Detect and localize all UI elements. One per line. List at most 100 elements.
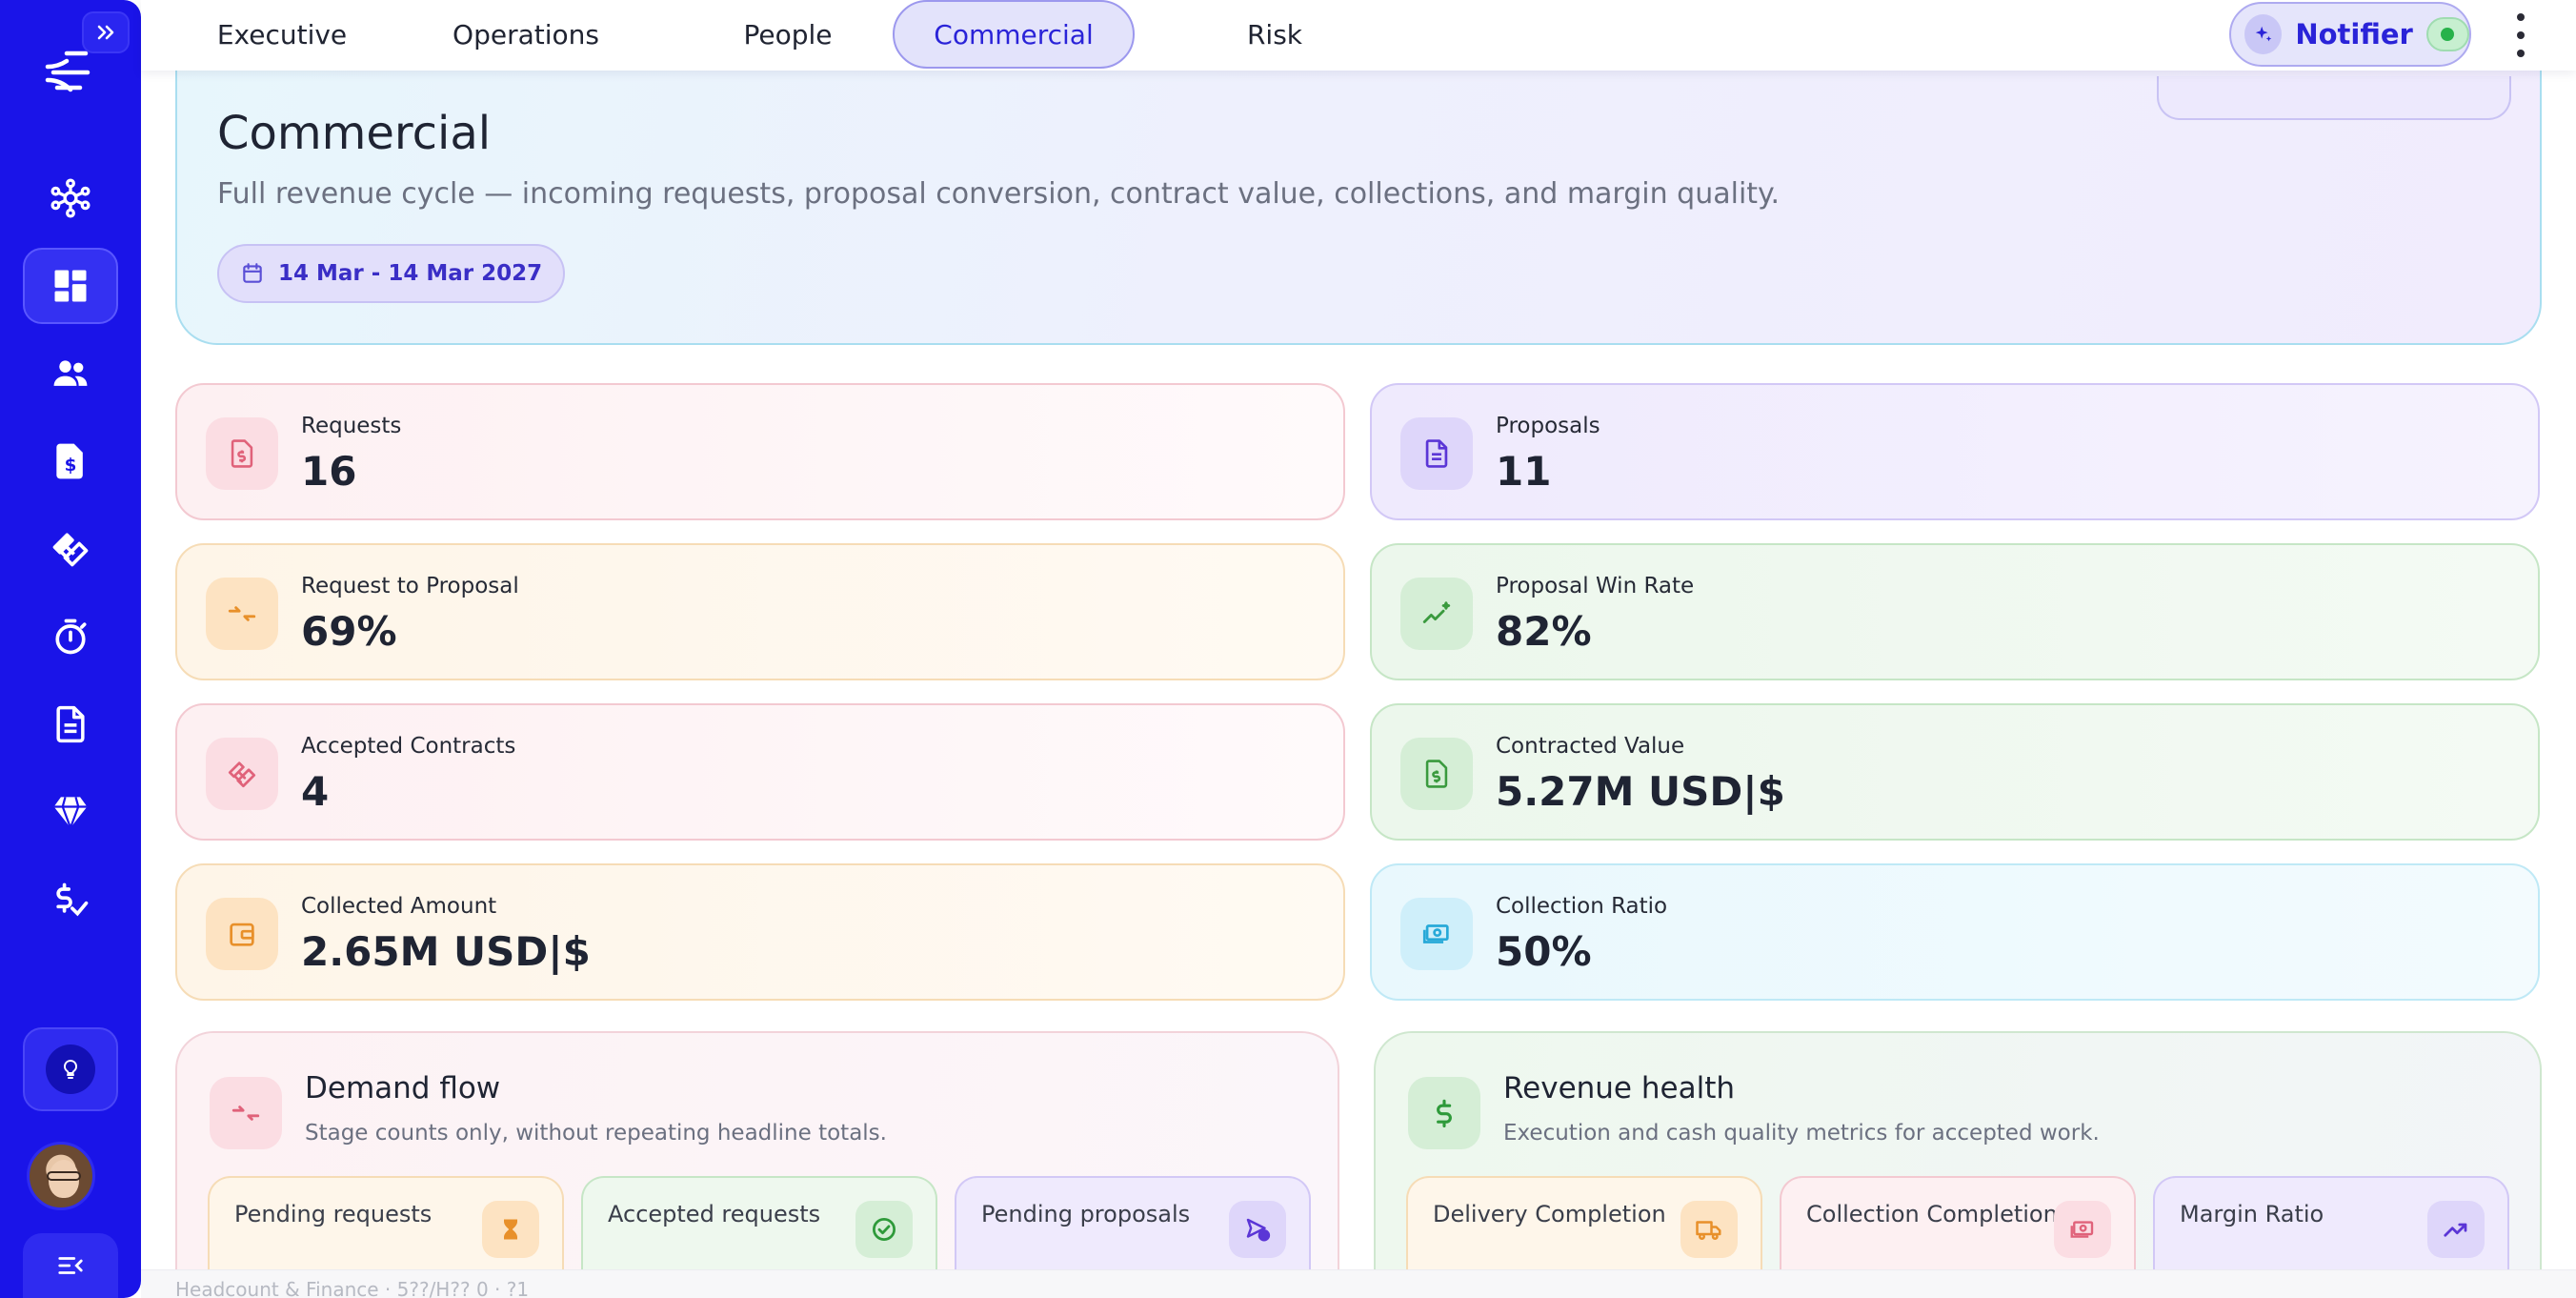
tab-risk[interactable]: Risk xyxy=(1246,18,1303,51)
kpi-card-contracted-value[interactable]: Contracted Value 5.27M USD|$ xyxy=(1370,703,2540,841)
send-clock-icon xyxy=(1229,1201,1286,1258)
wallet-icon xyxy=(230,923,254,946)
arrows-in-icon xyxy=(228,606,256,621)
tab-operations[interactable]: Operations xyxy=(453,18,599,51)
sidebar: $ xyxy=(0,0,141,1298)
tab-executive[interactable]: Executive xyxy=(216,18,348,51)
stage-label: Pending proposals xyxy=(981,1201,1191,1227)
revenue-health-section: Revenue health Execution and cash qualit… xyxy=(1374,1031,2542,1298)
stage-label: Collection Completion xyxy=(1806,1201,2058,1227)
kpi-card-collected-amount[interactable]: Collected Amount 2.65M USD|$ xyxy=(175,863,1345,1001)
check-circle-icon xyxy=(855,1201,913,1258)
trend-up-icon xyxy=(2427,1201,2485,1258)
handshake-icon xyxy=(52,533,89,567)
kpi-card-collection-ratio[interactable]: Collection Ratio 50% xyxy=(1370,863,2540,1001)
sidebar-item-people[interactable] xyxy=(23,335,118,412)
people-icon xyxy=(53,360,88,386)
user-avatar[interactable] xyxy=(27,1142,95,1210)
notifier-toggle[interactable]: Notifier xyxy=(2229,2,2471,67)
network-icon xyxy=(50,178,91,218)
sparkle-icon xyxy=(2244,14,2283,54)
date-range-label: 14 Mar - 14 Mar 2027 xyxy=(278,261,543,286)
calendar-icon xyxy=(243,263,262,283)
sidebar-item-deals[interactable] xyxy=(23,511,118,587)
contract-dollar-icon xyxy=(1425,760,1448,788)
header-action-button[interactable] xyxy=(2157,76,2511,120)
invoice-dollar-icon: $ xyxy=(56,443,83,479)
section-subtitle: Stage counts only, without repeating hea… xyxy=(305,1121,887,1146)
stage-label: Margin Ratio xyxy=(2180,1201,2324,1227)
notifier-label: Notifier xyxy=(2295,18,2413,51)
tips-button[interactable] xyxy=(23,1027,118,1111)
stage-label: Accepted requests xyxy=(608,1201,821,1227)
stopwatch-icon xyxy=(55,619,87,655)
top-navigation: Executive Operations People Commercial R… xyxy=(141,0,2576,71)
sidebar-item-premium[interactable] xyxy=(23,774,118,850)
kpi-label: Contracted Value xyxy=(1496,734,1685,759)
tab-commercial[interactable]: Commercial xyxy=(893,0,1135,69)
stage-label: Delivery Completion xyxy=(1433,1201,1666,1227)
tab-people[interactable]: People xyxy=(743,18,833,51)
next-section-peek: Headcount & Finance · 5??/H?? 0 · ?1 xyxy=(141,1269,2576,1298)
sidebar-item-dashboard[interactable] xyxy=(23,248,118,324)
kpi-value: 69% xyxy=(301,608,397,655)
menu-collapse-icon xyxy=(58,1257,83,1274)
kpi-value: 50% xyxy=(1496,928,1592,975)
document-icon xyxy=(56,705,85,743)
kpi-label: Accepted Contracts xyxy=(301,734,516,759)
expand-sidebar-button[interactable] xyxy=(82,11,130,53)
kpi-card-win-rate[interactable]: Proposal Win Rate 82% xyxy=(1370,543,2540,680)
logo-icon xyxy=(45,51,91,92)
kpi-label: Collected Amount xyxy=(301,894,497,919)
lightbulb-icon xyxy=(63,1059,78,1079)
collapse-menu-button[interactable] xyxy=(23,1233,118,1298)
document-icon xyxy=(1425,439,1448,468)
truck-icon xyxy=(1680,1201,1738,1258)
kpi-label: Proposals xyxy=(1496,414,1600,438)
kpi-label: Collection Ratio xyxy=(1496,894,1668,919)
kpi-card-request-to-proposal[interactable]: Request to Proposal 69% xyxy=(175,543,1345,680)
kpi-value: 5.27M USD|$ xyxy=(1496,768,1785,815)
more-options-icon[interactable] xyxy=(2509,13,2532,57)
kpi-value: 4 xyxy=(301,768,330,815)
kpi-value: 82% xyxy=(1496,608,1592,655)
demand-flow-section: Demand flow Stage counts only, without r… xyxy=(175,1031,1339,1298)
hourglass-icon xyxy=(482,1201,539,1258)
gem-icon xyxy=(53,797,88,828)
dashboard-icon xyxy=(54,270,87,302)
kpi-label: Requests xyxy=(301,414,402,438)
sidebar-item-documents[interactable] xyxy=(23,686,118,762)
section-title: Revenue health xyxy=(1503,1071,1735,1105)
dollar-icon xyxy=(1408,1077,1480,1149)
kpi-label: Proposal Win Rate xyxy=(1496,574,1695,598)
trend-sparkle-icon xyxy=(1422,601,1451,623)
sidebar-item-invoices[interactable]: $ xyxy=(23,423,118,499)
svg-text:$: $ xyxy=(65,456,77,476)
section-title: Demand flow xyxy=(305,1071,501,1105)
kpi-label: Request to Proposal xyxy=(301,574,519,598)
notifier-switch[interactable] xyxy=(2425,17,2469,51)
cash-icon xyxy=(1422,924,1449,943)
sidebar-item-network[interactable] xyxy=(23,160,118,236)
page-title: Commercial xyxy=(217,107,492,160)
app-logo[interactable] xyxy=(38,48,99,97)
arrows-in-icon xyxy=(210,1077,282,1149)
next-section-title: Headcount & Finance · 5??/H?? 0 · ?1 xyxy=(175,1278,530,1298)
kpi-value: 2.65M USD|$ xyxy=(301,928,591,975)
kpi-card-accepted-contracts[interactable]: Accepted Contracts 4 xyxy=(175,703,1345,841)
page-header-card: Commercial Full revenue cycle — incoming… xyxy=(175,38,2542,345)
kpi-card-requests[interactable]: Requests 16 xyxy=(175,383,1345,520)
dollar-check-icon xyxy=(56,882,89,917)
sidebar-item-approvals[interactable] xyxy=(23,862,118,938)
sidebar-item-timesheets[interactable] xyxy=(23,598,118,675)
kpi-value: 11 xyxy=(1496,448,1552,495)
kpi-value: 16 xyxy=(301,448,357,495)
page-subtitle: Full revenue cycle — incoming requests, … xyxy=(217,177,1781,211)
handshake-icon xyxy=(228,761,256,788)
stage-label: Pending requests xyxy=(234,1201,433,1227)
kpi-card-proposals[interactable]: Proposals 11 xyxy=(1370,383,2540,520)
cash-icon xyxy=(2054,1201,2111,1258)
section-subtitle: Execution and cash quality metrics for a… xyxy=(1503,1121,2100,1146)
invoice-dollar-icon xyxy=(231,439,253,468)
date-range-picker[interactable]: 14 Mar - 14 Mar 2027 xyxy=(217,244,566,303)
